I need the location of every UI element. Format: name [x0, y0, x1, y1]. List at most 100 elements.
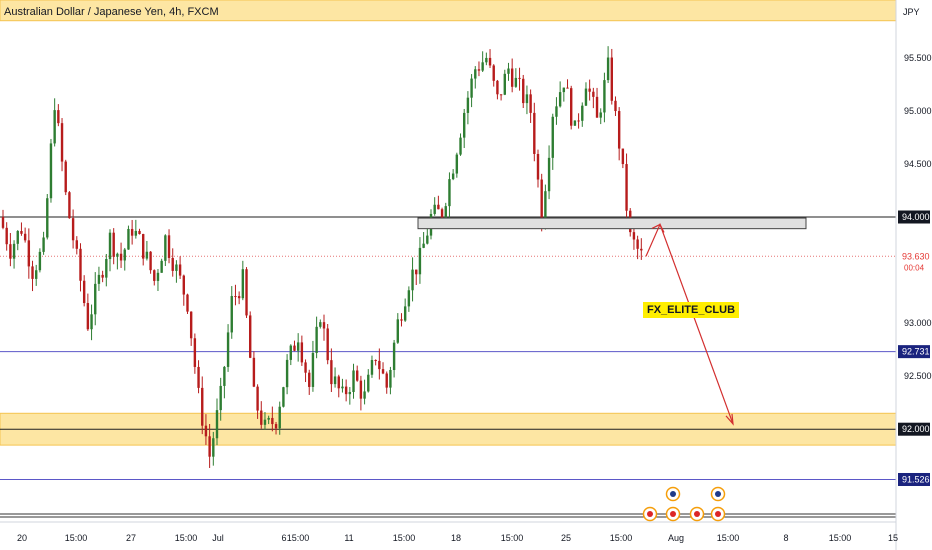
candle-body	[230, 296, 233, 333]
projection-path[interactable]	[645, 222, 734, 425]
candle	[518, 67, 521, 91]
x-tick-label: 6	[281, 533, 286, 543]
candle-body	[496, 80, 499, 95]
candle	[86, 293, 90, 331]
candle-body	[625, 164, 628, 211]
candle	[319, 319, 322, 329]
candle	[101, 270, 104, 283]
candle-body	[193, 338, 197, 367]
candle	[581, 102, 584, 127]
candle-body	[16, 231, 19, 244]
candle	[640, 238, 643, 260]
event-flag-icon	[647, 511, 653, 517]
candle	[337, 374, 340, 398]
candle	[160, 258, 163, 273]
candle-body	[581, 105, 584, 121]
candle-body	[326, 328, 329, 361]
x-tick-label: 15:00	[287, 533, 310, 543]
candle	[451, 169, 455, 181]
candle	[573, 120, 577, 126]
x-tick-label: 15:00	[717, 533, 740, 543]
candle-body	[499, 94, 503, 96]
event-flag-icon	[715, 511, 721, 517]
candle-body	[463, 112, 466, 138]
candle-body	[614, 100, 617, 112]
candle-body	[35, 270, 38, 279]
candle-body	[488, 57, 492, 66]
candle	[156, 269, 160, 291]
candle-body	[23, 233, 27, 241]
annotation-label[interactable]: FX_ELITE_CLUB	[643, 302, 740, 318]
candle	[625, 153, 628, 224]
candle	[514, 68, 518, 88]
y-tick-label: 93.000	[904, 318, 932, 328]
candle-body	[330, 360, 333, 385]
candle-body	[352, 370, 355, 393]
candle-body	[474, 69, 477, 79]
candle	[485, 52, 488, 66]
candle	[105, 254, 108, 287]
price-label-box	[898, 345, 930, 359]
candle-body	[274, 424, 278, 429]
candle-body	[422, 243, 425, 248]
countdown-label: 00:04	[904, 263, 925, 272]
candle-body	[171, 257, 174, 271]
candle-body	[492, 65, 495, 81]
candle	[42, 231, 45, 255]
candle	[119, 242, 123, 268]
candle-body	[164, 235, 167, 261]
candle-body	[518, 77, 521, 79]
candle	[381, 362, 385, 375]
candle-body	[234, 296, 237, 298]
candle	[536, 149, 540, 188]
candle	[171, 248, 174, 277]
candle	[153, 269, 156, 286]
candle-body	[46, 198, 49, 238]
candle-body	[621, 148, 625, 165]
candle	[333, 367, 337, 388]
candle	[411, 257, 414, 302]
candle-body	[289, 345, 292, 360]
candle	[426, 227, 429, 245]
candle-body	[119, 253, 123, 261]
candle	[49, 138, 53, 203]
chart-title: Australian Dollar / Japanese Yen, 4h, FX…	[4, 6, 219, 18]
candle	[112, 228, 115, 265]
candle-body	[101, 274, 104, 278]
candle	[223, 365, 226, 399]
candle-body	[551, 116, 554, 158]
candle	[636, 235, 639, 260]
retest-box[interactable]	[417, 217, 807, 230]
candle-body	[53, 110, 56, 144]
candle	[134, 219, 138, 239]
candle	[249, 311, 252, 359]
candle-body	[426, 235, 429, 244]
candle	[407, 286, 411, 312]
candle	[12, 240, 16, 269]
candle	[341, 378, 344, 393]
candle-body	[300, 342, 304, 363]
candle-body	[252, 357, 256, 387]
candle-body	[237, 296, 241, 299]
candle	[289, 344, 292, 366]
candle	[60, 118, 64, 172]
candle-body	[311, 352, 315, 387]
candle-body	[278, 406, 281, 429]
candle-body	[20, 231, 23, 234]
candle-body	[296, 342, 300, 351]
candle	[9, 233, 12, 267]
candle	[448, 172, 451, 219]
candle	[308, 369, 311, 395]
candle-body	[562, 87, 566, 93]
candle-body	[79, 248, 82, 281]
event-flag-icon	[670, 491, 676, 497]
candle-body	[304, 362, 307, 373]
candle	[547, 145, 551, 200]
candle-body	[470, 78, 473, 98]
x-tick-label: Aug	[668, 533, 684, 543]
candle-body	[403, 306, 407, 321]
candle-body	[271, 417, 274, 425]
candle-body	[636, 239, 639, 249]
candle-body	[536, 153, 540, 180]
